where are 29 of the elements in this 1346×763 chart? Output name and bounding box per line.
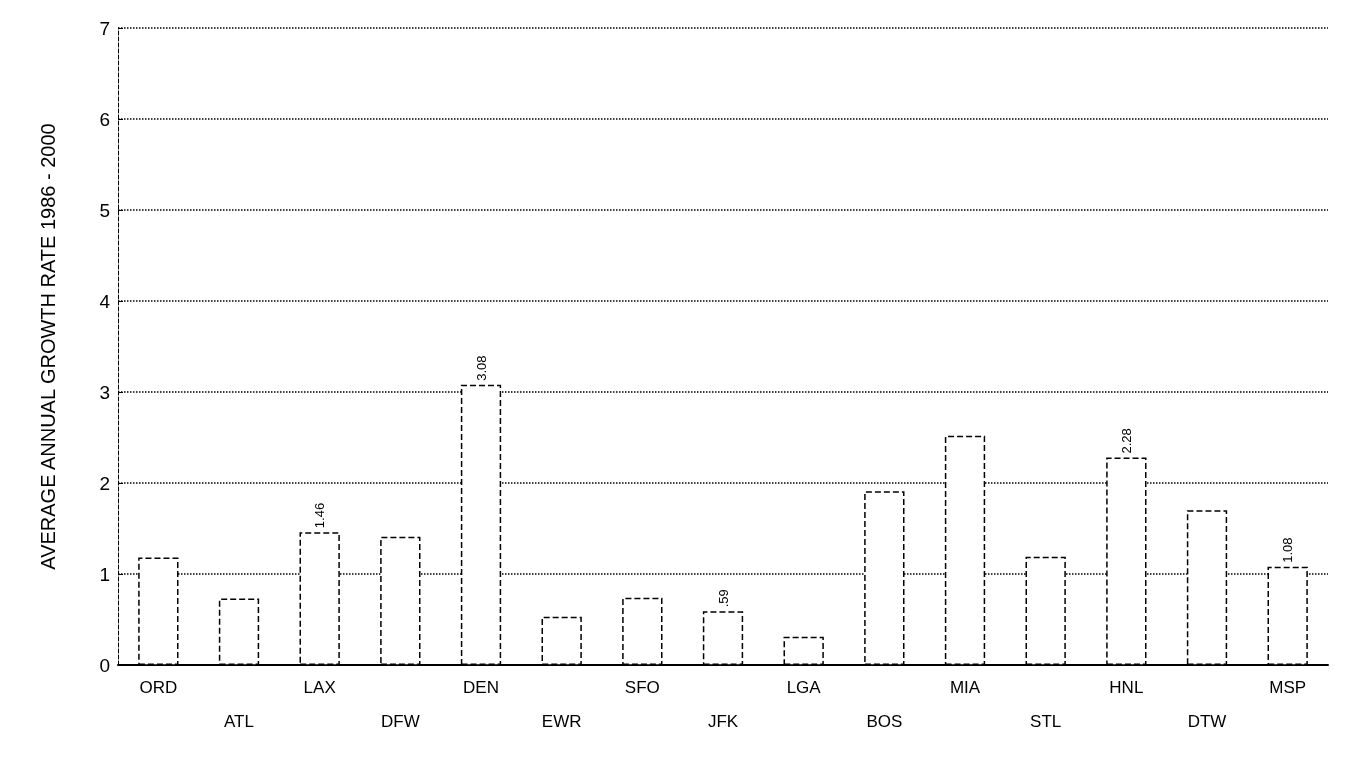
x-tick-label: MIA — [949, 678, 981, 697]
x-tick-label: DFW — [380, 712, 420, 731]
x-tick-label: MSP — [1269, 678, 1307, 697]
x-tick-label: LAX — [303, 678, 336, 697]
y-tick-label: 0 — [99, 654, 110, 676]
x-tick-label: ATL — [224, 712, 254, 731]
y-tick-label: 6 — [99, 108, 110, 130]
y-axis-title: AVERAGE ANNUAL GROWTH RATE 1986 - 2000 — [37, 123, 59, 570]
x-tick-label: JFK — [707, 712, 739, 731]
x-tick-label: HNL — [1109, 678, 1144, 697]
x-tick-label: DTW — [1187, 712, 1227, 731]
x-tick-label: EWR — [541, 712, 582, 731]
y-tick-label: 2 — [99, 472, 110, 494]
y-tick-label: 4 — [99, 290, 111, 312]
x-tick-label: SFO — [624, 678, 660, 697]
x-tick-label: DEN — [463, 678, 499, 697]
x-tick-label: LGA — [786, 678, 822, 697]
data-label: .59 — [715, 589, 731, 608]
y-tick-label: 5 — [99, 199, 110, 221]
data-label: 1.46 — [312, 502, 328, 529]
y-tick-label: 7 — [99, 17, 110, 39]
data-label: 3.08 — [473, 355, 489, 381]
x-tick-label: BOS — [866, 712, 903, 731]
y-tick-label: 3 — [99, 381, 110, 403]
x-tick-label: ORD — [139, 678, 178, 697]
data-label: 2.28 — [1118, 428, 1134, 454]
y-tick-label: 1 — [99, 563, 110, 585]
data-label: 1.08 — [1280, 537, 1296, 563]
x-tick-label: STL — [1030, 712, 1062, 731]
